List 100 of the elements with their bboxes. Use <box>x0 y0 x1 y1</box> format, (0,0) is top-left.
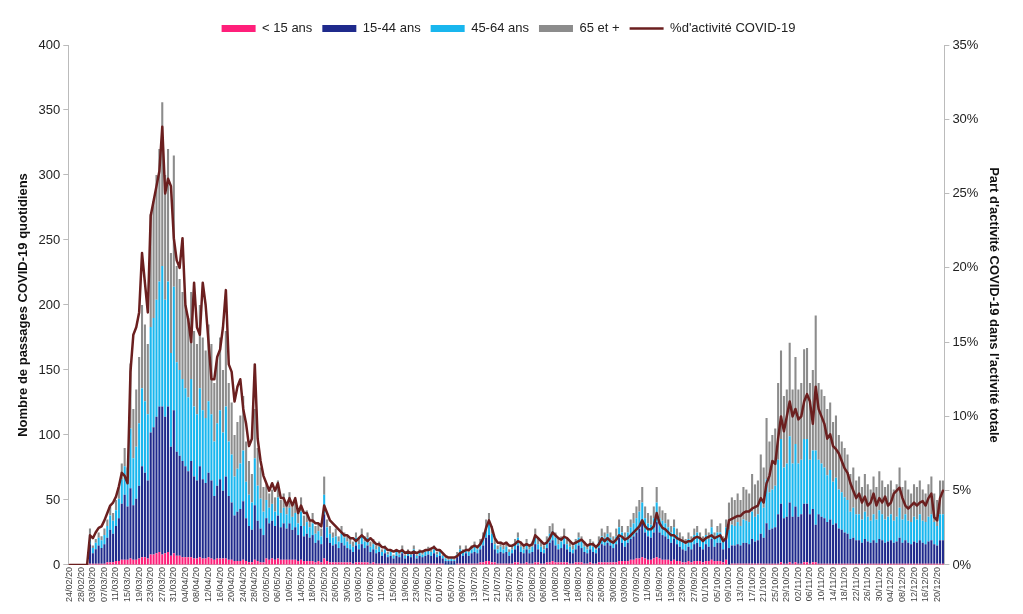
x-tick-label: 15/09/20 <box>654 566 665 603</box>
x-tick-label: 02/08/20 <box>526 566 537 603</box>
y2-tick-label: 35% <box>952 36 979 52</box>
x-tick-label: 13/07/20 <box>469 566 480 603</box>
x-tick-label: 18/11/20 <box>839 566 850 602</box>
legend-label: < 15 ans <box>262 20 313 36</box>
x-tick-label: 30/05/20 <box>341 566 352 603</box>
x-tick-label: 06/08/20 <box>538 566 549 603</box>
x-tick-label: 14/08/20 <box>561 566 572 603</box>
x-tick-label: 08/04/20 <box>191 566 202 603</box>
x-tick-label: 13/10/20 <box>735 566 746 603</box>
y2-tick-label: 0% <box>952 556 972 572</box>
x-tick-label: 02/11/20 <box>792 566 803 602</box>
x-tick-label: 29/10/20 <box>781 566 792 603</box>
y-tick-label: 400 <box>38 36 61 52</box>
legend-label: %d'activité COVID-19 <box>670 20 796 36</box>
x-tick-label: 14/05/20 <box>295 566 306 603</box>
x-tick-label: 18/08/20 <box>573 566 584 603</box>
x-tick-label: 10/11/20 <box>815 566 826 602</box>
y-tick-label: 100 <box>38 426 61 442</box>
y-tick-label: 200 <box>38 296 61 312</box>
x-tick-label: 09/10/20 <box>723 566 734 603</box>
y-tick-label: 350 <box>38 101 61 117</box>
x-tick-label: 24/04/20 <box>237 566 248 603</box>
y2-tick-label: 30% <box>952 110 979 126</box>
x-tick-label: 26/11/20 <box>862 566 873 602</box>
y-tick-label: 50 <box>45 491 61 507</box>
x-tick-label: 08/12/20 <box>896 566 907 603</box>
x-tick-label: 17/07/20 <box>480 566 491 603</box>
x-tick-label: 03/06/20 <box>353 566 364 603</box>
x-tick-label: 20/12/20 <box>931 566 942 603</box>
y2-tick-label: 10% <box>952 407 979 423</box>
y2-tick-label: 5% <box>952 482 972 498</box>
x-tick-label: 28/02/20 <box>75 566 86 603</box>
x-tick-label: 07/09/20 <box>630 566 641 603</box>
x-tick-label: 16/12/20 <box>920 566 931 603</box>
x-tick-label: 27/06/20 <box>422 566 433 603</box>
x-tick-label: 26/08/20 <box>596 566 607 603</box>
x-tick-label: 07/06/20 <box>364 566 375 603</box>
x-tick-label: 03/09/20 <box>619 566 630 603</box>
x-tick-label: 18/05/20 <box>307 566 318 603</box>
x-tick-label: 14/11/20 <box>827 566 838 602</box>
x-tick-label: 12/04/20 <box>203 566 214 603</box>
x-tick-label: 11/06/20 <box>376 566 387 602</box>
x-tick-label: 23/06/20 <box>411 566 422 603</box>
y2-tick-label: 25% <box>952 185 979 201</box>
x-tick-label: 29/07/20 <box>515 566 526 603</box>
y-tick-label: 300 <box>38 166 61 182</box>
x-tick-label: 01/10/20 <box>700 566 711 603</box>
x-tick-label: 11/09/20 <box>642 566 653 602</box>
x-tick-label: 03/03/20 <box>87 566 98 603</box>
y2-tick-label: 15% <box>952 333 979 349</box>
x-tick-label: 17/10/20 <box>746 566 757 603</box>
x-tick-label: 27/03/20 <box>156 566 167 603</box>
y-tick-label: 150 <box>38 361 61 377</box>
x-tick-label: 15/06/20 <box>388 566 399 603</box>
x-tick-label: 10/08/20 <box>549 566 560 603</box>
x-tick-label: 23/03/20 <box>145 566 156 603</box>
x-tick-label: 11/03/20 <box>110 566 121 602</box>
x-tick-label: 04/04/20 <box>179 566 190 603</box>
x-tick-label: 07/03/20 <box>98 566 109 603</box>
x-tick-label: 06/11/20 <box>804 566 815 602</box>
x-tick-label: 04/12/20 <box>885 566 896 603</box>
y2-axis-title: Part d'activité COVID-19 dans l'activité totale <box>986 167 1002 443</box>
x-tick-label: 20/04/20 <box>226 566 237 603</box>
x-tick-label: 22/11/20 <box>850 566 861 602</box>
x-tick-label: 16/04/20 <box>214 566 225 603</box>
x-tick-label: 23/09/20 <box>677 566 688 603</box>
x-tick-label: 10/05/20 <box>283 566 294 603</box>
legend-label: 45-64 ans <box>471 20 530 36</box>
y-axis-title: Nombre de passages COVID-19 quotidiens <box>15 173 31 437</box>
x-tick-label: 15/03/20 <box>122 566 133 603</box>
y2-tick-label: 20% <box>952 259 979 275</box>
x-tick-label: 02/05/20 <box>260 566 271 603</box>
x-tick-label: 27/09/20 <box>688 566 699 603</box>
x-tick-label: 06/05/20 <box>272 566 283 603</box>
x-tick-label: 22/08/20 <box>584 566 595 603</box>
x-tick-label: 19/06/20 <box>399 566 410 603</box>
x-tick-label: 24/02/20 <box>64 566 75 603</box>
x-tick-label: 01/07/20 <box>434 566 445 603</box>
legend-label: 65 et + <box>579 20 620 36</box>
x-tick-label: 05/10/20 <box>711 566 722 603</box>
x-tick-label: 28/04/20 <box>249 566 260 603</box>
x-tick-label: 22/05/20 <box>318 566 329 603</box>
x-tick-label: 26/05/20 <box>330 566 341 603</box>
x-tick-label: 25/10/20 <box>769 566 780 603</box>
x-tick-label: 21/10/20 <box>758 566 769 603</box>
x-tick-label: 25/07/20 <box>503 566 514 603</box>
x-tick-label: 30/11/20 <box>873 566 884 602</box>
x-tick-label: 30/08/20 <box>607 566 618 603</box>
y-tick-label: 0 <box>53 556 61 572</box>
x-tick-label: 12/12/20 <box>908 566 919 603</box>
legend-label: 15-44 ans <box>362 20 422 36</box>
x-tick-label: 19/03/20 <box>133 566 144 603</box>
y-tick-label: 250 <box>38 231 61 247</box>
x-tick-label: 09/07/20 <box>457 566 468 603</box>
x-tick-label: 21/07/20 <box>492 566 503 603</box>
x-tick-label: 31/03/20 <box>168 566 179 603</box>
x-tick-label: 05/07/20 <box>445 566 456 603</box>
x-tick-label: 19/09/20 <box>665 566 676 603</box>
